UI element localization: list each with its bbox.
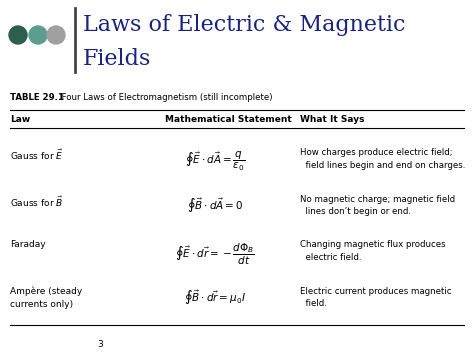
Text: Electric current produces magnetic
  field.: Electric current produces magnetic field… <box>300 287 452 308</box>
Circle shape <box>47 26 65 44</box>
Text: $\oint \vec{B}\cdot d\vec{A} = 0$: $\oint \vec{B}\cdot d\vec{A} = 0$ <box>187 197 243 215</box>
Text: Laws of Electric & Magnetic: Laws of Electric & Magnetic <box>83 14 405 36</box>
Text: Ampère (steady
currents only): Ampère (steady currents only) <box>10 287 82 309</box>
Text: How charges produce electric field;
  field lines begin and end on charges.: How charges produce electric field; fiel… <box>300 148 465 169</box>
Text: Gauss for $\vec{E}$: Gauss for $\vec{E}$ <box>10 148 64 162</box>
Text: Changing magnetic flux produces
  electric field.: Changing magnetic flux produces electric… <box>300 240 446 262</box>
Text: $\oint \vec{E}\cdot d\vec{r} = -\dfrac{d\Phi_B}{dt}$: $\oint \vec{E}\cdot d\vec{r} = -\dfrac{d… <box>175 242 255 267</box>
Text: Mathematical Statement: Mathematical Statement <box>165 115 292 124</box>
Circle shape <box>29 26 47 44</box>
Text: Fields: Fields <box>83 48 151 70</box>
Text: Gauss for $\vec{B}$: Gauss for $\vec{B}$ <box>10 195 64 209</box>
Text: 3: 3 <box>97 340 103 349</box>
Text: $\oint \vec{B}\cdot d\vec{r} = \mu_0 I$: $\oint \vec{B}\cdot d\vec{r} = \mu_0 I$ <box>184 289 246 307</box>
Text: Four Laws of Electromagnetism (still incomplete): Four Laws of Electromagnetism (still inc… <box>56 93 273 102</box>
Text: Faraday: Faraday <box>10 240 46 249</box>
Text: What It Says: What It Says <box>300 115 365 124</box>
Text: Law: Law <box>10 115 30 124</box>
Text: $\oint \vec{E}\cdot d\vec{A} = \dfrac{q}{\epsilon_0}$: $\oint \vec{E}\cdot d\vec{A} = \dfrac{q}… <box>185 150 245 173</box>
Text: TABLE 29.1: TABLE 29.1 <box>10 93 64 102</box>
Text: No magnetic charge; magnetic field
  lines don’t begin or end.: No magnetic charge; magnetic field lines… <box>300 195 455 217</box>
Circle shape <box>9 26 27 44</box>
